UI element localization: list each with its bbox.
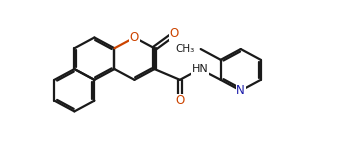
Text: CH₃: CH₃ <box>175 44 194 54</box>
Text: O: O <box>170 27 179 40</box>
Text: O: O <box>175 94 184 107</box>
Text: O: O <box>130 31 139 44</box>
Text: HN: HN <box>192 64 208 74</box>
Text: N: N <box>236 84 245 97</box>
